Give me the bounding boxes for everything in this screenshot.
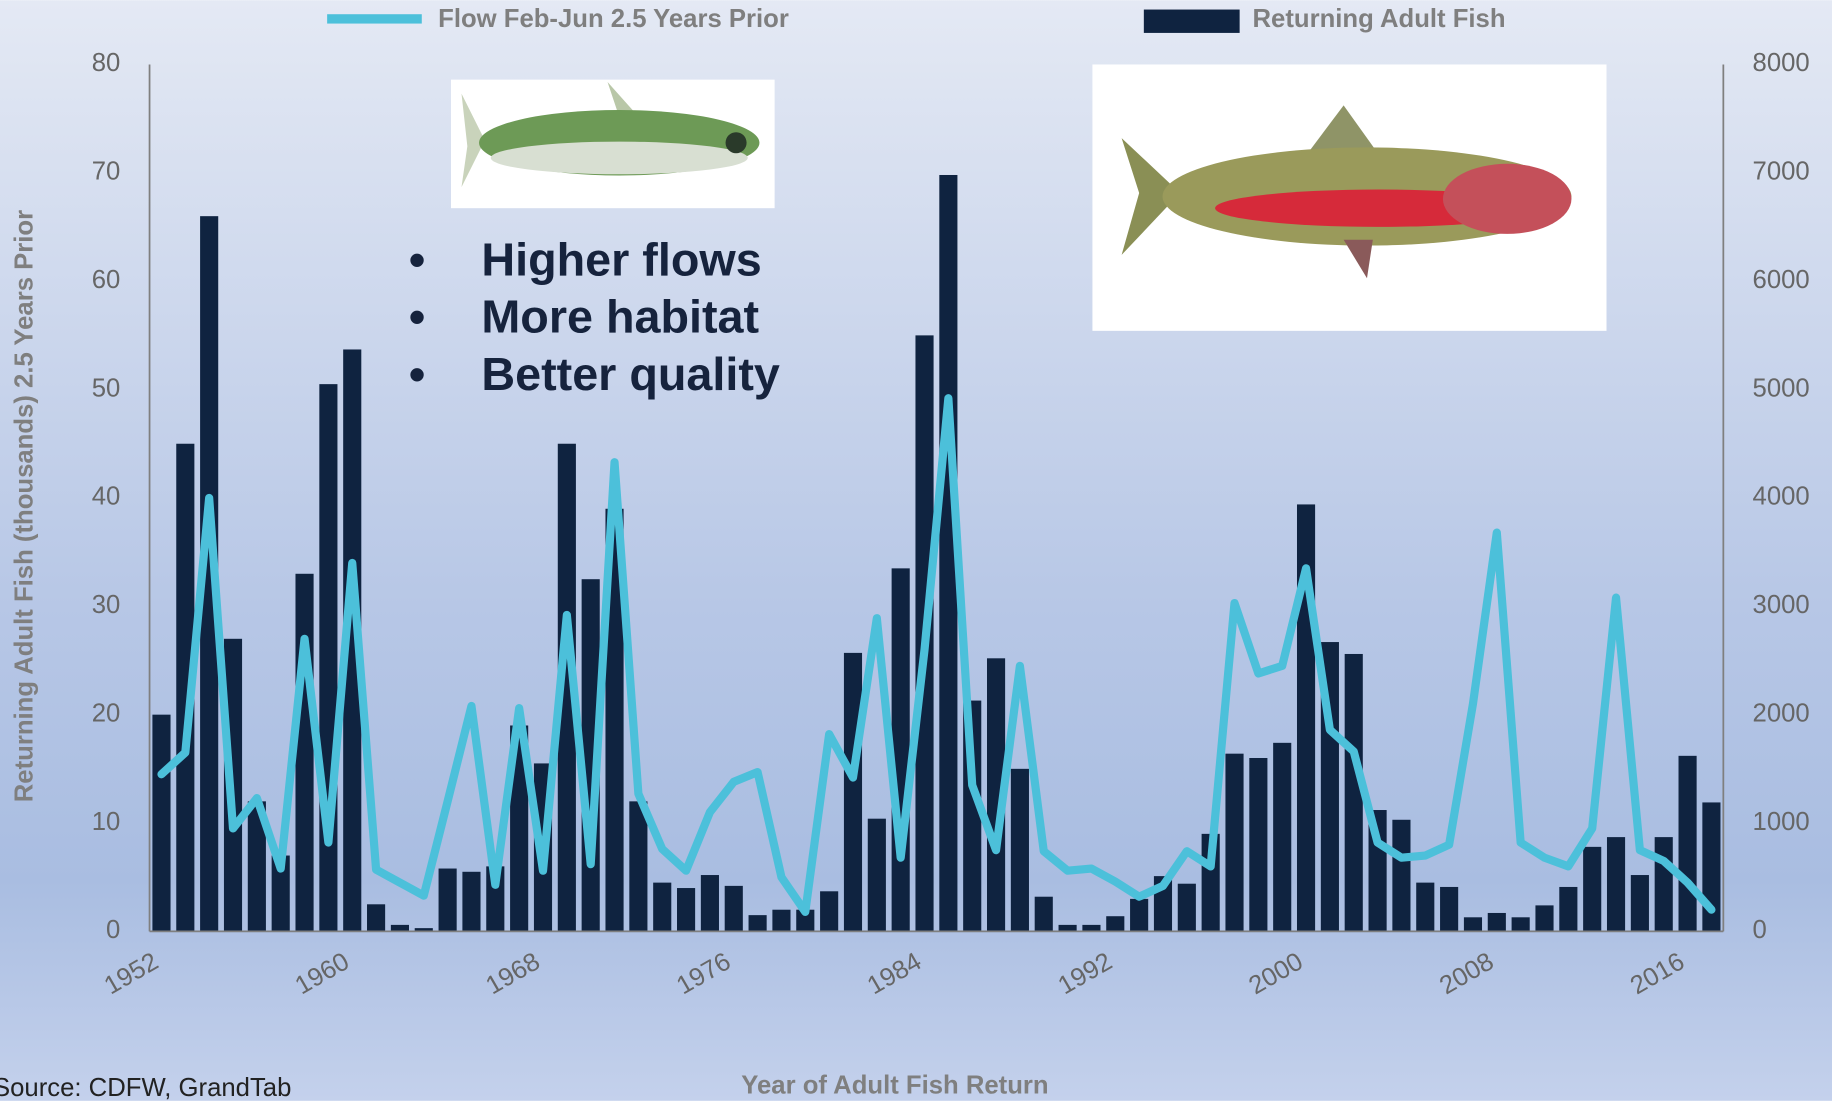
bar bbox=[1511, 917, 1530, 932]
bar bbox=[1082, 924, 1101, 932]
bar bbox=[867, 818, 886, 932]
bar bbox=[843, 652, 863, 932]
bar bbox=[796, 909, 815, 932]
source-note: Source: CDFW, GrandTab bbox=[0, 1074, 291, 1101]
bar bbox=[343, 349, 362, 932]
y-tick-label: 40 bbox=[92, 483, 121, 511]
annotation: Higher flows bbox=[481, 233, 761, 285]
bar bbox=[891, 568, 910, 932]
bar bbox=[772, 909, 791, 932]
bar bbox=[1249, 758, 1268, 932]
annotation: More habitat bbox=[481, 291, 759, 343]
bar bbox=[724, 885, 743, 932]
bar bbox=[1130, 898, 1149, 932]
bar bbox=[1106, 916, 1125, 932]
x-axis-title: Year of Adult Fish Return bbox=[741, 1072, 1048, 1100]
bar bbox=[629, 801, 648, 932]
bar bbox=[1654, 837, 1673, 932]
y2-tick-label: 6000 bbox=[1753, 266, 1810, 294]
bar bbox=[653, 882, 672, 932]
bar bbox=[1034, 896, 1053, 932]
y2-tick-label: 5000 bbox=[1753, 374, 1810, 402]
bar bbox=[1630, 875, 1649, 932]
annotation-list: • Higher flows • More habitat • Better q… bbox=[409, 233, 780, 400]
y-tick-label: 20 bbox=[92, 699, 121, 727]
annotation: Better quality bbox=[481, 348, 780, 400]
bullet: • bbox=[409, 233, 425, 285]
bar bbox=[247, 801, 266, 932]
y-tick-label: 80 bbox=[92, 49, 121, 77]
bar bbox=[1344, 653, 1363, 932]
bullet: • bbox=[409, 348, 425, 400]
bar bbox=[486, 866, 505, 932]
bar bbox=[510, 725, 529, 932]
legend-swatch bbox=[327, 14, 422, 24]
y2-tick-label: 7000 bbox=[1753, 158, 1810, 186]
bar bbox=[557, 443, 576, 932]
bar bbox=[414, 928, 433, 932]
bullet: • bbox=[409, 291, 425, 343]
legend-label: Flow Feb-Jun 2.5 Years Prior bbox=[438, 5, 789, 33]
adult-fish-image bbox=[1092, 64, 1607, 331]
bar bbox=[677, 888, 696, 932]
bar bbox=[1583, 846, 1602, 932]
bar bbox=[700, 875, 719, 932]
legend-swatch bbox=[1143, 9, 1240, 33]
y2-tick-label: 4000 bbox=[1753, 483, 1810, 511]
bar bbox=[1010, 768, 1029, 932]
y2-tick-label: 1000 bbox=[1753, 808, 1810, 836]
y2-tick-label: 0 bbox=[1753, 916, 1767, 944]
y-tick-label: 0 bbox=[106, 916, 120, 944]
bar bbox=[820, 891, 839, 932]
y-tick-label: 50 bbox=[92, 374, 121, 402]
bar bbox=[1678, 755, 1697, 932]
bar bbox=[152, 714, 171, 932]
bar bbox=[1487, 912, 1506, 932]
bar bbox=[1559, 886, 1578, 932]
bar bbox=[1463, 917, 1483, 932]
bar bbox=[1177, 883, 1196, 932]
legend-label: Returning Adult Fish bbox=[1252, 5, 1505, 33]
y2-tick-label: 8000 bbox=[1753, 49, 1810, 77]
line bbox=[157, 394, 1716, 916]
bar bbox=[605, 508, 624, 932]
bar bbox=[1273, 742, 1292, 932]
plot-area: 0 10 20 30 40 50 60 70 80 0 1000 2000 3000 4000 5000 60… bbox=[92, 49, 1810, 1000]
legend: Flow Feb-Jun 2.5 Years Prior Returning A… bbox=[327, 5, 1506, 33]
juvenile-fish-image bbox=[450, 79, 775, 209]
bar bbox=[319, 384, 338, 932]
y-tick-label: 70 bbox=[92, 158, 121, 186]
y2-tick-label: 3000 bbox=[1753, 591, 1810, 619]
bar bbox=[176, 443, 195, 932]
bar bbox=[1535, 905, 1554, 932]
bar bbox=[1606, 837, 1626, 932]
y-tick-label: 30 bbox=[92, 591, 121, 619]
y2-tick-label: 2000 bbox=[1753, 699, 1810, 727]
bar bbox=[1392, 819, 1411, 932]
bar bbox=[1058, 924, 1077, 932]
bar bbox=[1225, 753, 1244, 932]
y-tick-label: 10 bbox=[92, 808, 121, 836]
y-axis-title: Returning Adult Fish (thousands) 2.5 Yea… bbox=[10, 210, 38, 802]
y-tick-label: 60 bbox=[92, 266, 121, 294]
bar bbox=[1440, 886, 1459, 932]
bar bbox=[390, 924, 409, 932]
bar bbox=[200, 216, 219, 932]
bar bbox=[748, 915, 767, 932]
bar bbox=[462, 871, 481, 932]
bar bbox=[1416, 882, 1435, 932]
bar bbox=[438, 868, 457, 932]
bar bbox=[367, 904, 386, 932]
bar bbox=[939, 174, 958, 932]
bar bbox=[986, 658, 1006, 932]
bar bbox=[295, 573, 314, 932]
bar bbox=[271, 855, 290, 932]
